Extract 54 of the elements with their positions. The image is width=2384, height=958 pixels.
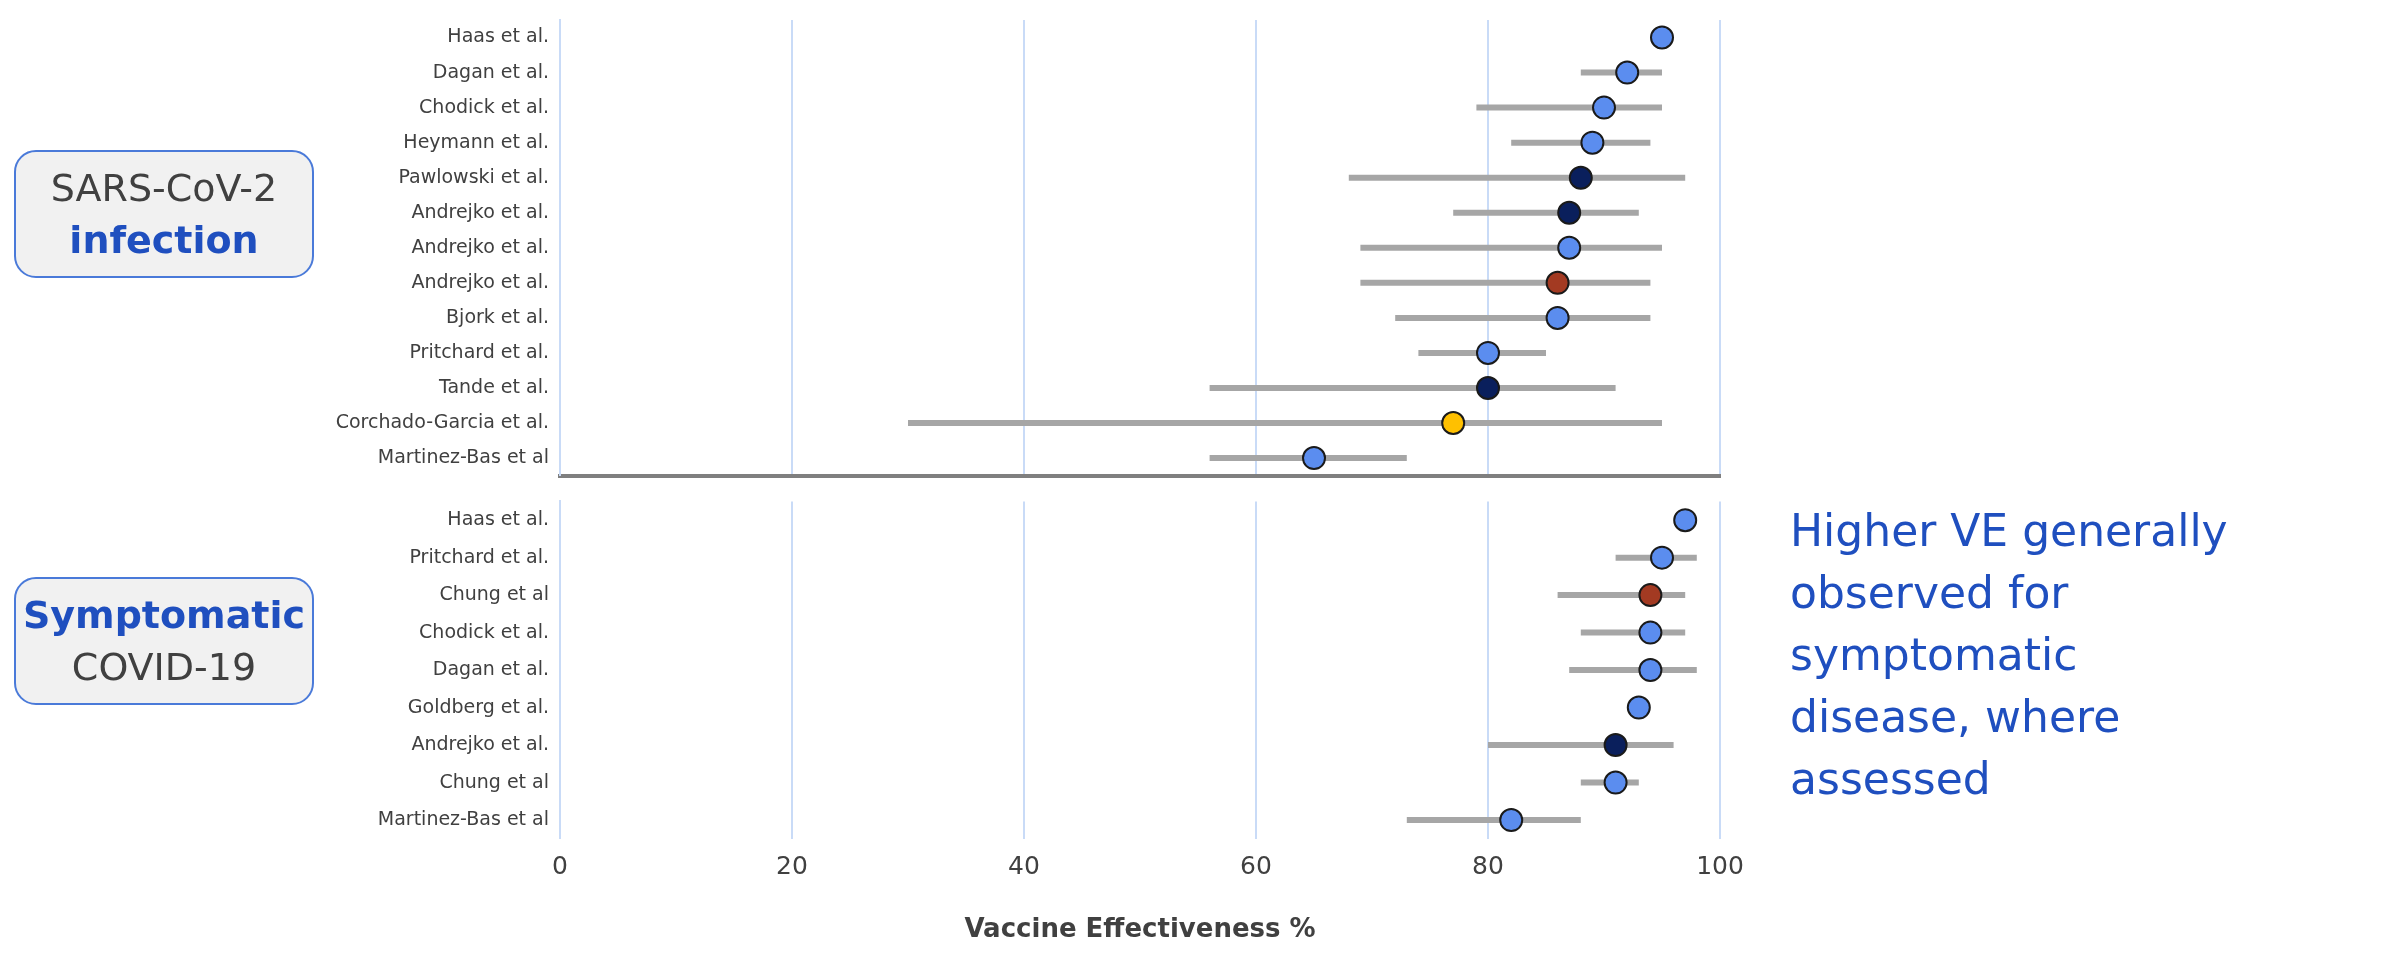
y-tick-label: Andrejko et al. <box>411 199 549 222</box>
point <box>1603 770 1628 795</box>
y-tick-label: Tande et al. <box>437 374 549 397</box>
point <box>1441 411 1466 436</box>
point <box>1650 25 1674 50</box>
point <box>1545 270 1570 295</box>
point <box>1673 508 1698 533</box>
point <box>1476 375 1500 400</box>
y-tick-label: Dagan et al. <box>432 59 549 82</box>
y-tick-label: Andrejko et al. <box>411 732 549 755</box>
point <box>1626 695 1651 720</box>
point <box>1499 808 1524 833</box>
y-tick-label: Andrejko et al. <box>411 234 549 257</box>
y-tick-label: Chodick et al. <box>419 94 549 117</box>
point <box>1603 733 1628 758</box>
point <box>1302 446 1326 471</box>
y-tick-label: Andrejko et al. <box>411 269 549 292</box>
y-tick-label: Chodick et al. <box>419 619 549 642</box>
point <box>1568 165 1593 190</box>
point <box>1650 545 1674 570</box>
point <box>1638 583 1663 608</box>
y-tick-label: Chung et al <box>439 582 549 605</box>
point <box>1476 340 1500 365</box>
text: Higher VE generally observed for symptomatic disease, where assessed <box>1790 504 2229 806</box>
y-tick-label: Chung et al <box>439 769 549 792</box>
y-tick-label: Dagan et al. <box>432 657 549 680</box>
y-tick-label: Pritchard et al. <box>409 544 549 567</box>
point <box>1615 60 1640 85</box>
y-tick-label: Martinez-Bas et al <box>377 445 549 468</box>
point <box>1592 95 1616 120</box>
y-tick-label: Heymann et al. <box>403 129 549 152</box>
x-tick-label: 60 <box>1240 851 1272 881</box>
y-tick-label: Bjork et al. <box>446 304 549 327</box>
point <box>1557 235 1582 260</box>
y-tick-label: Corchado-Garcia et al. <box>335 409 549 432</box>
y-tick-label: Haas et al. <box>447 507 549 530</box>
y-axis-title: Symptomatic COVID-19 <box>21 592 307 691</box>
point <box>1545 305 1570 330</box>
point <box>1638 620 1663 645</box>
x-tick-label: 20 <box>776 851 808 881</box>
y-axis-title: SARS-CoV-2 infection <box>49 165 279 264</box>
x-tick-label: 100 <box>1696 851 1744 881</box>
y-tick-label: Pritchard et al. <box>409 339 549 362</box>
x-tick-label: 0 <box>552 851 568 881</box>
point <box>1638 658 1663 683</box>
x-axis-title: Vaccine Effectiveness % <box>964 913 1316 944</box>
point <box>1580 130 1605 155</box>
y-tick-label: Pawlowski et al. <box>398 164 549 187</box>
point <box>1557 200 1582 225</box>
y-tick-label: Goldberg et al. <box>407 694 549 717</box>
y-tick-label: Haas et al. <box>447 24 549 47</box>
y-tick-label: Martinez-Bas et al <box>377 806 549 829</box>
x-tick-label: 80 <box>1472 851 1504 881</box>
x-tick-label: 40 <box>1008 851 1040 881</box>
